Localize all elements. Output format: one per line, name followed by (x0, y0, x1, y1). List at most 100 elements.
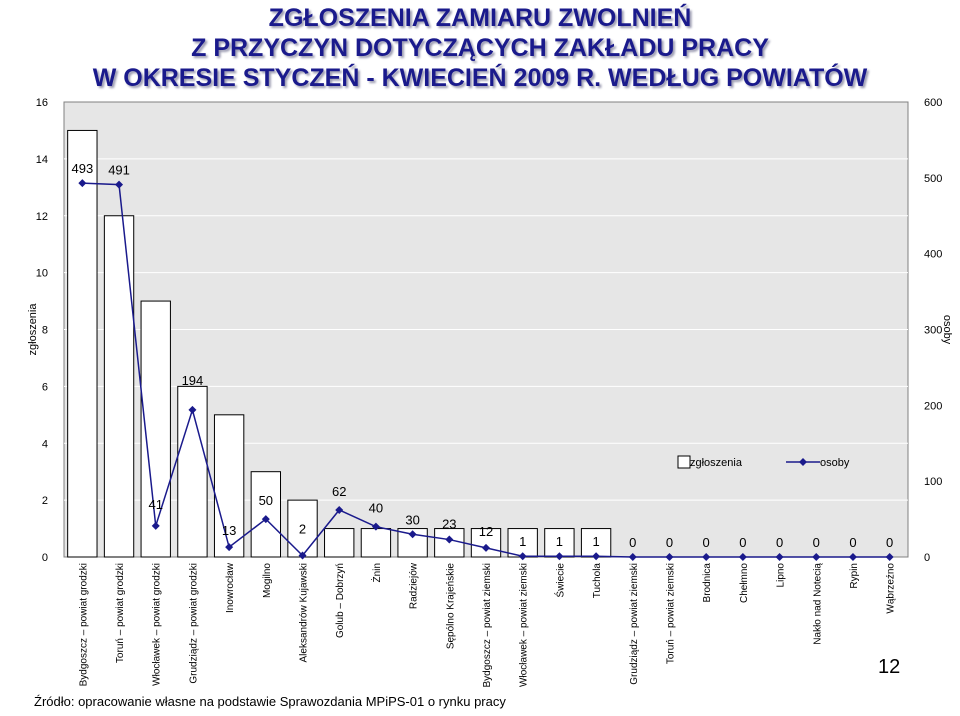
y-tick-label: 2 (42, 495, 48, 507)
marker-osoby (665, 553, 674, 561)
y-tick-label: 16 (36, 97, 48, 109)
x-tick-label: Rypin (849, 563, 860, 589)
data-label-osoby: 0 (849, 535, 856, 550)
y2-tick-label: 300 (924, 325, 942, 337)
y2-tick-label: 0 (924, 552, 930, 564)
y2-axis-label: osoby (941, 315, 953, 345)
x-tick-label: Tuchola (592, 563, 603, 599)
x-tick-label: Aleksandrów Kujawski (299, 563, 310, 663)
marker-osoby (555, 552, 564, 561)
data-label-osoby: 0 (813, 535, 820, 550)
data-label-osoby: 0 (666, 535, 673, 550)
marker-osoby (188, 405, 197, 414)
x-tick-label: Sępólno Krajeńskie (445, 563, 456, 650)
marker-osoby (885, 553, 894, 561)
y2-tick-label: 500 (924, 173, 942, 185)
data-label-osoby: 40 (369, 501, 383, 516)
y-tick-label: 6 (42, 381, 48, 393)
data-label-osoby: 1 (519, 534, 526, 549)
data-label-osoby: 50 (259, 493, 273, 508)
data-label-osoby: 0 (886, 535, 893, 550)
data-label-osoby: 41 (149, 497, 163, 512)
x-tick-label: Radziejów (409, 562, 420, 609)
title-line-1: ZGŁOSZENIA ZAMIARU ZWOLNIEŃ (268, 4, 692, 32)
y-tick-label: 8 (42, 325, 48, 337)
x-tick-label: Grudziądz – powiat grodzki (188, 563, 199, 684)
x-tick-label: Toruń – powiat grodzki (115, 563, 126, 663)
data-label-osoby: 0 (739, 535, 746, 550)
y-tick-label: 0 (42, 552, 48, 564)
marker-osoby (371, 522, 380, 531)
data-label-osoby: 0 (703, 535, 710, 550)
marker-osoby (78, 179, 87, 188)
x-tick-label: Brodnica (702, 563, 713, 603)
marker-osoby (408, 530, 417, 539)
legend-swatch-zgloszenia (677, 455, 691, 469)
marker-osoby (445, 535, 454, 544)
marker-osoby (628, 553, 637, 561)
marker-osoby (298, 551, 307, 560)
y-tick-label: 4 (42, 438, 48, 450)
data-label-osoby: 1 (556, 534, 563, 549)
marker-osoby (848, 553, 857, 561)
data-label-osoby: 1 (592, 534, 599, 549)
data-label-osoby: 0 (776, 535, 783, 550)
data-label-osoby: 493 (71, 161, 93, 176)
marker-osoby (225, 543, 234, 552)
x-tick-label: Włocławek – powiat grodzki (152, 563, 163, 686)
x-tick-label: Wąbrzeźno (886, 563, 897, 614)
data-label-osoby: 491 (108, 163, 130, 178)
page-number: 12 (878, 656, 901, 678)
marker-osoby (738, 553, 747, 561)
data-label-osoby: 13 (222, 523, 236, 538)
title-line-2: Z PRZYCZYN DOTYCZĄCYCH ZAKŁADU PRACY (191, 34, 769, 62)
x-tick-label: Inowrocław (225, 562, 236, 613)
x-tick-label: Włocławek – powiat ziemski (519, 563, 530, 687)
bar-zgloszenia (287, 499, 318, 558)
data-label-osoby: 194 (182, 373, 204, 388)
x-tick-label: Golub – Dobrzyń (335, 563, 346, 638)
data-label-osoby: 30 (405, 512, 419, 527)
marker-osoby (702, 553, 711, 561)
bar-zgloszenia (470, 528, 502, 558)
y-tick-label: 10 (36, 268, 48, 280)
y2-tick-label: 100 (924, 476, 942, 488)
bar-zgloszenia (250, 471, 282, 558)
marker-osoby (592, 552, 601, 561)
x-tick-label: Toruń – powiat ziemski (665, 563, 676, 664)
bar-zgloszenia (360, 528, 392, 558)
data-label-osoby: 62 (332, 484, 346, 499)
source-note: Źródło: opracowanie własne na podstawie … (34, 694, 506, 709)
bar-zgloszenia (177, 385, 208, 558)
x-tick-label: Grudziądz – powiat ziemski (629, 563, 640, 685)
y2-tick-label: 200 (924, 400, 942, 412)
data-label-osoby: 12 (479, 524, 493, 539)
y2-tick-label: 400 (924, 249, 942, 261)
legend-label-osoby: osoby (820, 457, 850, 469)
marker-osoby (335, 505, 344, 514)
bar-zgloszenia (324, 528, 355, 558)
x-tick-label: Lipno (776, 563, 787, 588)
x-tick-label: Nakło nad Notecią (812, 563, 823, 645)
marker-osoby (518, 552, 527, 561)
y-tick-label: 12 (36, 211, 48, 223)
marker-osoby (151, 521, 160, 530)
marker-osoby (812, 553, 821, 561)
y-axis-label: zgłoszenia (27, 303, 39, 356)
x-tick-label: Świecie (553, 563, 566, 598)
x-tick-label: Bydgoszcz – powiat grodzki (78, 563, 89, 686)
data-label-osoby: 2 (299, 521, 306, 536)
x-tick-label: Żnin (370, 563, 383, 582)
x-tick-label: Bydgoszcz – powiat ziemski (482, 563, 493, 688)
marker-osoby (482, 543, 490, 552)
legend-label-zgloszenia: zgłoszenia (690, 457, 743, 469)
bar-zgloszenia (67, 129, 98, 558)
title-line-3: W OKRESIE STYCZEŃ - KWIECIEŃ 2009 R. WED… (92, 64, 868, 92)
data-label-osoby: 23 (442, 517, 456, 532)
marker-osoby (775, 553, 784, 561)
bar-zgloszenia (213, 414, 245, 558)
y2-tick-label: 600 (924, 97, 942, 109)
x-tick-label: Chełmno (739, 563, 750, 603)
y-tick-label: 14 (36, 154, 48, 166)
